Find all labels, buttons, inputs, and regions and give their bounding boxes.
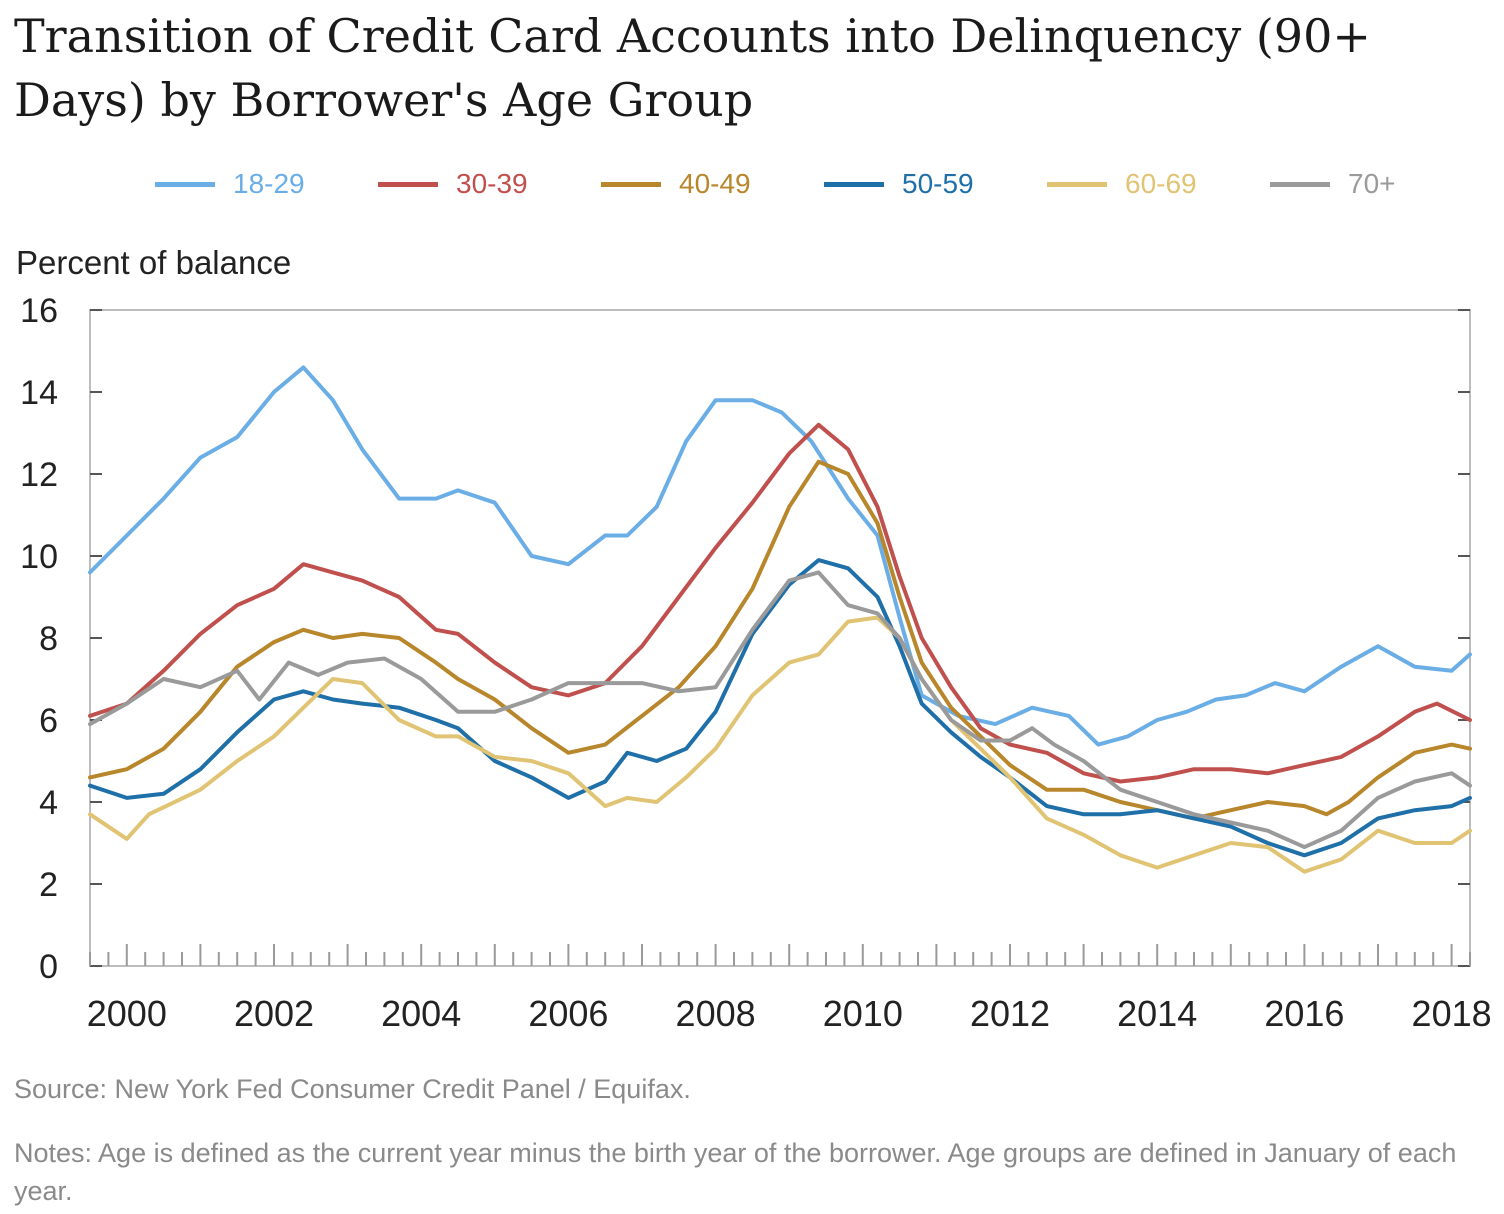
y-tick-label: 4 xyxy=(39,784,58,822)
series-line-50-59 xyxy=(88,558,1472,858)
legend-label: 70+ xyxy=(1348,168,1396,199)
y-axis-label: Percent of balance xyxy=(16,244,292,281)
legend-swatch xyxy=(1047,181,1107,187)
legend-item-30-39: 30-39 xyxy=(378,160,528,208)
y-tick-label: 12 xyxy=(20,456,58,494)
legend-swatch xyxy=(601,181,661,187)
legend-swatch xyxy=(155,181,215,187)
series-line-60-69 xyxy=(88,615,1472,874)
chart-title: Transition of Credit Card Accounts into … xyxy=(14,9,1371,127)
y-tick-label: 10 xyxy=(20,538,58,576)
x-tick-label: 2008 xyxy=(676,993,756,1034)
x-tick-label: 2002 xyxy=(234,993,314,1034)
series-line-18-29 xyxy=(88,365,1472,747)
x-tick-label: 2006 xyxy=(528,993,608,1034)
legend-item-70plus: 70+ xyxy=(1270,160,1396,208)
legend-label: 60-69 xyxy=(1125,168,1197,199)
y-tick-label: 6 xyxy=(39,702,58,740)
legend-swatch xyxy=(824,181,884,187)
legend-label: 30-39 xyxy=(456,168,528,199)
y-tick-label: 0 xyxy=(39,948,58,986)
x-tick-label: 2010 xyxy=(823,993,903,1034)
y-tick-label: 14 xyxy=(20,374,58,412)
legend-item-18-29: 18-29 xyxy=(155,160,305,208)
x-tick-label: 2018 xyxy=(1412,993,1492,1034)
legend-swatch xyxy=(378,181,438,187)
legend-swatch xyxy=(1270,181,1330,187)
y-tick-label: 16 xyxy=(20,292,58,330)
x-tick-label: 2016 xyxy=(1264,993,1344,1034)
series-line-40-49 xyxy=(88,459,1472,821)
x-tick-label: 2012 xyxy=(970,993,1050,1034)
legend-item-60-69: 60-69 xyxy=(1047,160,1197,208)
series-line-70plus xyxy=(88,570,1472,850)
plot-frame xyxy=(89,309,1471,967)
notes-text: Notes: Age is defined as the current yea… xyxy=(14,1138,1457,1206)
y-tick-label: 2 xyxy=(39,866,58,904)
y-tick-label: 8 xyxy=(39,620,58,658)
legend: 18-29 30-39 40-49 50-59 60-69 70+ xyxy=(0,160,1504,208)
x-tick-label: 2014 xyxy=(1117,993,1197,1034)
legend-item-40-49: 40-49 xyxy=(601,160,751,208)
series-line-30-39 xyxy=(88,422,1472,784)
source-note: Source: New York Fed Consumer Credit Pan… xyxy=(14,1074,691,1104)
legend-label: 40-49 xyxy=(679,168,751,199)
line-chart: 0 2 4 6 8 10 12 14 16 2000 2002 2004 2006 2008 2010 201… xyxy=(20,292,1492,1034)
legend-label: 50-59 xyxy=(902,168,974,199)
x-tick-label: 2004 xyxy=(381,993,461,1034)
x-tick-label: 2000 xyxy=(87,993,167,1034)
legend-label: 18-29 xyxy=(233,168,305,199)
legend-item-50-59: 50-59 xyxy=(824,160,974,208)
